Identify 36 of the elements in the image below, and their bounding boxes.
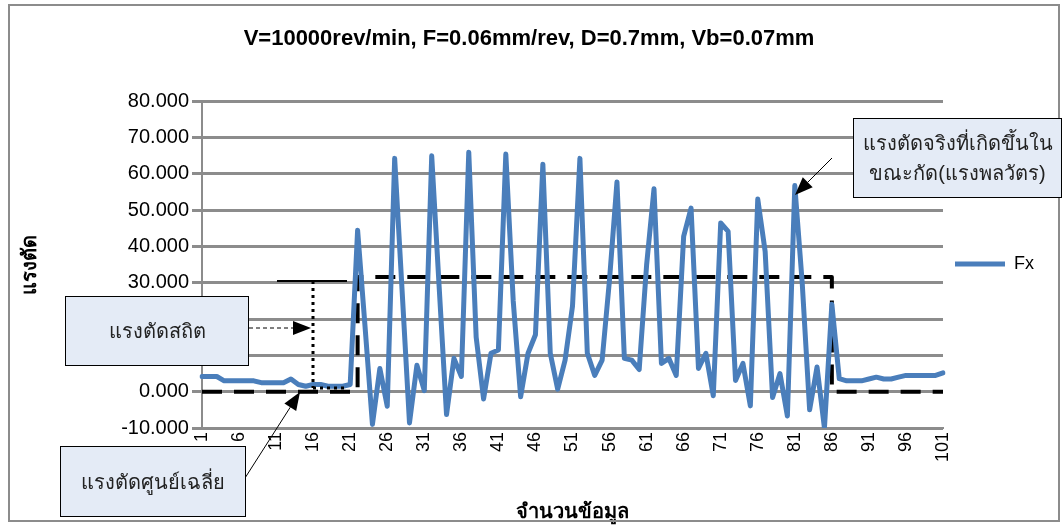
x-tick-label: 16 bbox=[302, 432, 323, 453]
text-box: แรงตัดศูนย์เฉลี่ย bbox=[60, 446, 246, 517]
x-tick-label: 6 bbox=[228, 432, 249, 443]
x-tick-label: 101 bbox=[931, 432, 952, 463]
y-tick-label: -10.000 bbox=[121, 415, 189, 438]
x-axis-title: จำนวนข้อมูล bbox=[516, 499, 629, 525]
x-tick-label: 21 bbox=[339, 432, 360, 453]
x-tick-label: 86 bbox=[820, 432, 841, 453]
x-tick-label: 71 bbox=[709, 432, 730, 453]
x-tick-label: 46 bbox=[524, 432, 545, 453]
y-tick-label: 70.000 bbox=[127, 125, 189, 148]
legend-label: Fx bbox=[1014, 252, 1034, 273]
y-tick-label: 80.000 bbox=[127, 88, 189, 111]
x-tick-label: 31 bbox=[413, 432, 434, 453]
x-tick-label: 91 bbox=[857, 432, 878, 453]
y-tick-label: 40.000 bbox=[127, 234, 189, 257]
x-tick-label: 51 bbox=[561, 432, 582, 453]
x-tick-label: 81 bbox=[783, 432, 804, 453]
x-tick-label: 56 bbox=[598, 432, 619, 453]
y-axis-title: แรงตัด bbox=[17, 234, 40, 295]
x-tick-label: 61 bbox=[635, 432, 656, 453]
x-tick-label: 26 bbox=[376, 432, 397, 453]
chart-title: V=10000rev/min, F=0.06mm/rev, D=0.7mm, Vb=0.07mm bbox=[243, 25, 815, 51]
y-tick-label: 30.000 bbox=[127, 270, 189, 293]
y-tick-label: 0.000 bbox=[138, 379, 189, 402]
x-tick-label: 1 bbox=[190, 432, 211, 443]
x-tick-label: 96 bbox=[894, 432, 915, 453]
x-tick-label: 36 bbox=[450, 432, 471, 453]
text-box: แรงตัดจริงที่เกิดขึ้นในขณะกัด(แรงพลวัตร) bbox=[853, 118, 1062, 198]
y-tick-label: 50.000 bbox=[127, 197, 189, 220]
x-tick-label: 66 bbox=[672, 432, 693, 453]
y-tick-label: 60.000 bbox=[127, 161, 189, 184]
text-box: แรงตัดสถิต bbox=[65, 296, 249, 366]
x-tick-label: 76 bbox=[746, 432, 767, 453]
x-tick-label: 11 bbox=[265, 432, 286, 451]
x-tick-label: 41 bbox=[487, 432, 508, 453]
